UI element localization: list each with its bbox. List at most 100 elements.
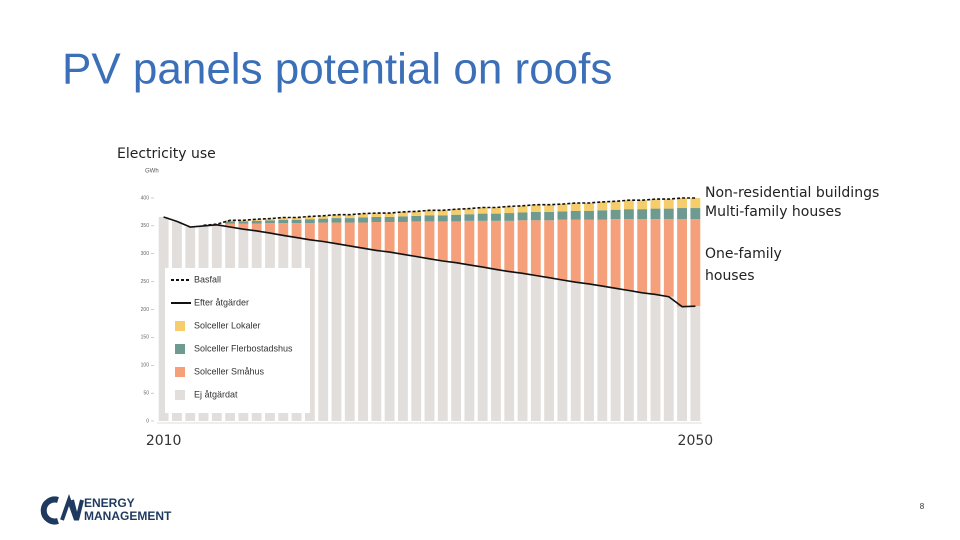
bar-segment <box>637 200 648 210</box>
bar-segment <box>690 306 701 421</box>
bar-segment <box>677 219 687 307</box>
bar-segment <box>570 203 581 211</box>
y-tick-label: 200 <box>141 307 150 313</box>
bar-segment <box>265 218 275 221</box>
bar-segment <box>504 213 515 221</box>
bar-segment <box>437 215 448 222</box>
bar-segment <box>570 282 581 421</box>
bar-segment <box>424 258 435 421</box>
bar-segment <box>530 211 541 221</box>
bar-segment <box>397 254 408 421</box>
chart-subtitle: Electricity use <box>117 146 216 162</box>
bar-segment <box>397 221 408 255</box>
y-tick-label: 250 <box>141 279 150 285</box>
bar-segment <box>584 219 594 284</box>
y-tick-label: 300 <box>141 251 150 257</box>
y-tick-label: 0 <box>146 418 149 424</box>
bar-segment <box>677 198 687 209</box>
y-tick-label: 350 <box>141 223 150 229</box>
y-tick-label: 50 <box>143 390 149 396</box>
slide-title: PV panels potential on roofs <box>62 45 612 94</box>
bar-segment <box>291 217 302 220</box>
bar-segment <box>331 218 342 223</box>
bar-segment <box>384 252 395 421</box>
legend-label: Solceller Småhus <box>194 366 265 376</box>
bar-segment <box>597 286 608 421</box>
bar-segment <box>677 208 687 220</box>
bar-segment <box>304 219 315 224</box>
bar-segment <box>451 221 462 263</box>
bar-segment <box>530 220 541 276</box>
bar-segment <box>610 209 621 220</box>
bar-segment <box>464 214 475 221</box>
bar-segment <box>584 210 594 220</box>
logo-mark <box>40 496 59 525</box>
bar-segment <box>637 209 648 220</box>
annotation-box: Non-residential buildings <box>705 185 880 201</box>
bar-segment <box>437 210 448 216</box>
bar-segment <box>251 219 262 221</box>
bar-segment <box>544 220 555 278</box>
bar-segment <box>491 269 501 421</box>
bar-segment <box>650 208 661 220</box>
bar-segment <box>158 216 169 421</box>
bar-segment <box>238 223 249 230</box>
legend-label: Solceller Lokaler <box>194 320 261 330</box>
bar-segment <box>584 283 594 421</box>
bar-segment <box>544 277 555 421</box>
annotation-box: One-family houses <box>705 246 782 284</box>
bar-segment <box>557 204 568 212</box>
bar-segment <box>344 218 355 223</box>
bar-segment <box>371 213 382 217</box>
legend-label: Ej åtgärdat <box>194 389 238 399</box>
bar-segment <box>358 217 368 223</box>
bar-segment <box>384 213 395 217</box>
annotation: Non-residential buildings <box>705 185 880 201</box>
bar-segment <box>265 220 275 224</box>
y-tick-label: 100 <box>141 363 150 369</box>
bar-segment <box>397 211 408 217</box>
logo: ENERGY MANAGEMENT <box>40 493 172 525</box>
y-tick-label: 400 <box>141 195 150 201</box>
bar-segment <box>610 288 621 421</box>
x-tick-label: 2050 <box>678 433 714 449</box>
bar-segment <box>331 214 342 219</box>
bar-segment <box>477 207 488 214</box>
bar-segment <box>411 256 422 421</box>
bar-segment <box>491 213 501 221</box>
logo-text: ENERGY <box>84 496 135 510</box>
bar-segment <box>663 219 674 297</box>
bar-segment <box>544 204 555 212</box>
y-tick-label: 150 <box>141 335 150 341</box>
bar-segment <box>464 264 475 421</box>
bar-segment <box>318 215 329 219</box>
y-axis-label: GWh <box>145 169 159 175</box>
line-series <box>203 197 696 227</box>
bar-segment <box>530 275 541 421</box>
bar-segment <box>491 220 501 270</box>
bar-segment <box>371 216 382 222</box>
bar-segment <box>251 220 262 224</box>
bar-segment <box>437 260 448 421</box>
bar-segment <box>557 219 568 280</box>
bar-segment <box>371 221 382 251</box>
bar-segment <box>411 211 422 216</box>
bar-segment <box>344 222 355 246</box>
bar-segment <box>318 241 329 421</box>
legend-box <box>165 268 310 413</box>
bar-segment <box>597 201 608 211</box>
bar-segment <box>517 212 528 221</box>
bar-segment <box>677 306 687 421</box>
logo-text: MANAGEMENT <box>84 509 172 523</box>
bar-segment <box>278 223 289 236</box>
bar-segment <box>623 209 634 220</box>
legend-swatch <box>175 367 185 377</box>
bar-segment <box>304 223 315 240</box>
bar-segment <box>451 262 462 421</box>
bar-segment <box>517 273 528 421</box>
bar-segment <box>331 243 342 421</box>
bar-segment <box>358 248 368 421</box>
bar-segment <box>491 207 501 214</box>
